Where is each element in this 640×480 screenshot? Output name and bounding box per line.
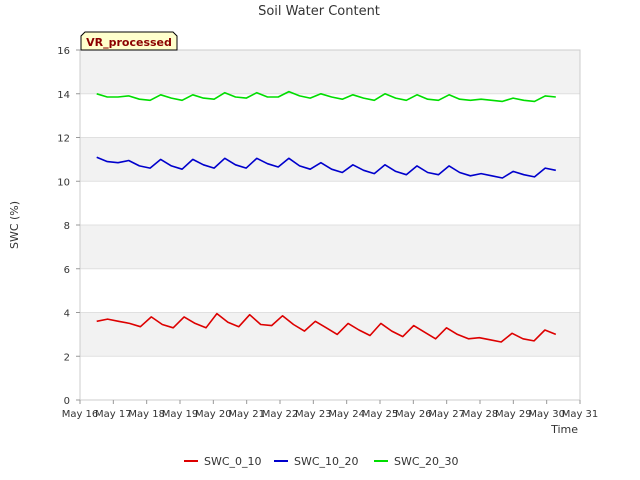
plot-band [80, 225, 580, 269]
y-tick-label: 2 [64, 352, 70, 363]
x-tick-label: May 24 [328, 409, 365, 420]
chart-title: Soil Water Content [258, 4, 380, 19]
x-tick-label: May 31 [562, 409, 599, 420]
x-tick-label: May 26 [395, 409, 432, 420]
x-tick-label: May 28 [462, 409, 499, 420]
y-tick-label: 10 [57, 177, 70, 188]
y-tick-label: 12 [57, 134, 70, 145]
y-tick-label: 8 [64, 221, 70, 232]
series-line-swc-0-10 [96, 312, 557, 343]
plot-band [80, 181, 580, 225]
plot-band [80, 356, 580, 400]
y-axis-ticks: 0 2 4 6 8 10 12 14 16 [57, 46, 80, 407]
y-tick-label: 16 [57, 46, 70, 57]
x-tick-label: May 25 [362, 409, 399, 420]
x-tick-label: May 16 [62, 409, 99, 420]
x-axis-label: Time [550, 423, 578, 436]
plot-band [80, 268, 580, 313]
badge-shape [80, 31, 178, 51]
x-tick-label: May 22 [262, 409, 299, 420]
badge-label: VR_processed [86, 36, 172, 49]
series-group [96, 90, 557, 343]
plot-band [80, 137, 580, 182]
x-tick-label: May 30 [528, 409, 565, 420]
legend-label: SWC_10_20 [294, 455, 359, 468]
series-line-swc-10-20 [96, 156, 556, 179]
x-tick-label: May 20 [195, 409, 232, 420]
x-tick-label: May 18 [128, 409, 165, 420]
y-tick-label: 14 [57, 90, 70, 101]
x-tick-label: May 19 [162, 409, 199, 420]
x-tick-label: May 27 [428, 409, 465, 420]
x-tick-label: May 21 [228, 409, 265, 420]
x-tick-label: May 23 [295, 409, 332, 420]
plot-background [80, 50, 580, 400]
y-axis-label: SWC (%) [8, 201, 21, 249]
legend: SWC_0_10 SWC_10_20 SWC_20_30 [184, 455, 459, 468]
plot-band [80, 50, 580, 94]
x-tick-label: May 29 [495, 409, 532, 420]
x-tick-label: May 17 [95, 409, 132, 420]
legend-label: SWC_20_30 [394, 455, 459, 468]
vr-processed-badge: VR_processed [80, 31, 178, 51]
series-line-swc-20-30 [96, 90, 556, 103]
y-tick-label: 4 [64, 309, 70, 320]
plot-band [80, 312, 580, 357]
y-tick-label: 6 [64, 265, 70, 276]
y-tick-label: 0 [64, 396, 70, 407]
legend-label: SWC_0_10 [204, 455, 262, 468]
